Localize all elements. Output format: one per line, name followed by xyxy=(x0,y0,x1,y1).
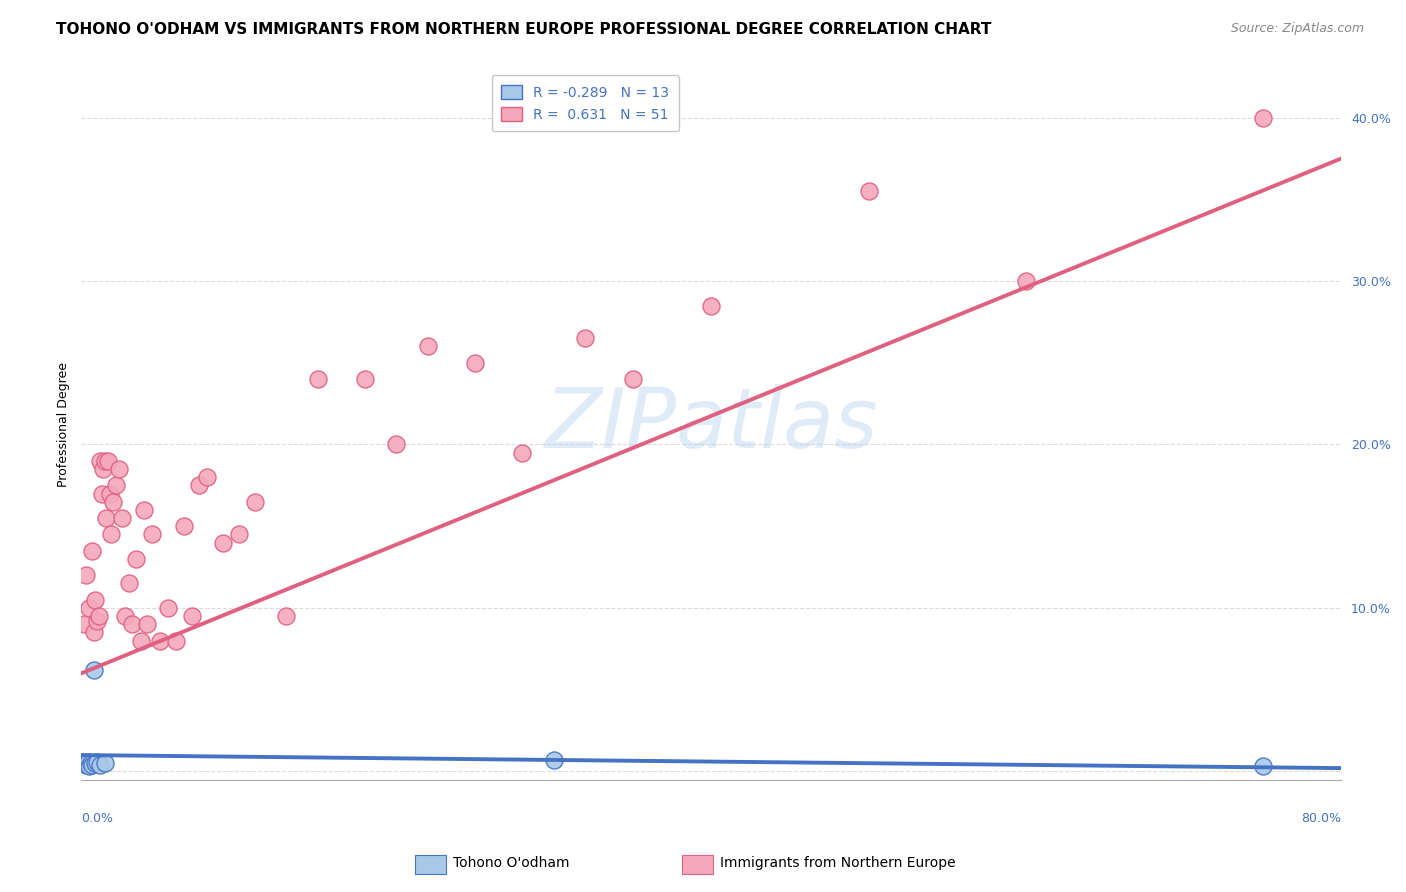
Point xyxy=(76,755,98,769)
Point xyxy=(700,299,723,313)
Point xyxy=(156,601,179,615)
Point xyxy=(80,756,103,771)
Y-axis label: Professional Degree: Professional Degree xyxy=(58,361,70,486)
Point xyxy=(134,503,156,517)
Point xyxy=(94,454,117,468)
Point xyxy=(165,633,187,648)
Point xyxy=(77,759,100,773)
Point xyxy=(173,519,195,533)
Point xyxy=(84,756,107,771)
Point xyxy=(141,527,163,541)
Point xyxy=(574,331,596,345)
Point xyxy=(621,372,644,386)
Point xyxy=(416,339,439,353)
Point xyxy=(464,356,486,370)
Point xyxy=(86,614,108,628)
Point xyxy=(307,372,329,386)
Point xyxy=(858,184,880,198)
Point xyxy=(114,609,136,624)
Point xyxy=(98,486,121,500)
Point xyxy=(180,609,202,624)
Text: 0.0%: 0.0% xyxy=(82,812,114,824)
Text: Tohono O'odham: Tohono O'odham xyxy=(453,856,569,871)
Text: Immigrants from Northern Europe: Immigrants from Northern Europe xyxy=(720,856,956,871)
Point xyxy=(1015,274,1038,288)
Point xyxy=(83,625,105,640)
Point xyxy=(1251,111,1274,125)
Point xyxy=(385,437,408,451)
Point xyxy=(129,633,152,648)
Point xyxy=(87,609,110,624)
Point xyxy=(195,470,218,484)
Point xyxy=(89,757,111,772)
Point xyxy=(543,753,565,767)
Point xyxy=(149,633,172,648)
Point xyxy=(89,454,111,468)
Point xyxy=(125,552,148,566)
Point xyxy=(90,486,112,500)
Point xyxy=(86,755,108,769)
Point xyxy=(117,576,139,591)
Point xyxy=(108,462,131,476)
Point xyxy=(212,535,235,549)
Point xyxy=(243,494,266,508)
Point xyxy=(73,617,96,632)
Point xyxy=(75,757,97,772)
Text: Source: ZipAtlas.com: Source: ZipAtlas.com xyxy=(1230,22,1364,36)
Point xyxy=(353,372,375,386)
Point xyxy=(82,757,104,772)
Point xyxy=(274,609,297,624)
Point xyxy=(228,527,250,541)
Point xyxy=(94,756,117,771)
Point xyxy=(101,494,124,508)
Text: TOHONO O'ODHAM VS IMMIGRANTS FROM NORTHERN EUROPE PROFESSIONAL DEGREE CORRELATIO: TOHONO O'ODHAM VS IMMIGRANTS FROM NORTHE… xyxy=(56,22,991,37)
Point xyxy=(73,756,96,771)
Point xyxy=(83,663,105,677)
Point xyxy=(104,478,127,492)
Point xyxy=(96,511,118,525)
Point xyxy=(97,454,120,468)
Point xyxy=(1251,759,1274,773)
Point xyxy=(188,478,211,492)
Point xyxy=(512,445,534,459)
Text: ZIPatlas: ZIPatlas xyxy=(544,384,879,465)
Point xyxy=(84,592,107,607)
Point xyxy=(82,543,104,558)
Point xyxy=(93,462,115,476)
Point xyxy=(111,511,134,525)
Point xyxy=(136,617,159,632)
Point xyxy=(121,617,143,632)
Point xyxy=(77,601,100,615)
Point xyxy=(75,568,97,582)
Point xyxy=(100,527,122,541)
Legend: R = -0.289   N = 13, R =  0.631   N = 51: R = -0.289 N = 13, R = 0.631 N = 51 xyxy=(492,76,679,131)
Text: 80.0%: 80.0% xyxy=(1302,812,1341,824)
